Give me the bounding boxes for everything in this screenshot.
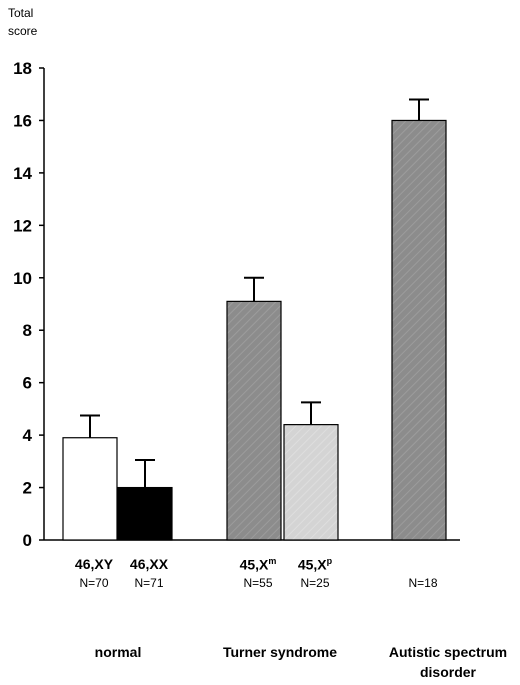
y-tick-label: 2 bbox=[23, 479, 32, 498]
sample-size-label: N=70 bbox=[79, 576, 109, 590]
sample-size-label: N=25 bbox=[300, 576, 330, 590]
category-label: 46,XX bbox=[130, 556, 168, 572]
bar bbox=[391, 119, 447, 541]
category-label-superscript: p bbox=[326, 556, 333, 566]
bar bbox=[117, 486, 173, 541]
category-label: 45,Xm bbox=[240, 556, 277, 573]
category-label-text: 46,XY bbox=[74, 556, 114, 572]
y-tick-label: 6 bbox=[23, 374, 32, 393]
y-tick-label: 12 bbox=[13, 216, 32, 235]
y-tick-label: 0 bbox=[23, 531, 32, 550]
y-tick-label: 16 bbox=[13, 111, 32, 130]
sample-size-label: N=55 bbox=[243, 576, 273, 590]
group-label: Turner syndrome bbox=[222, 644, 338, 660]
y-tick-label: 18 bbox=[13, 59, 32, 78]
category-label-text: 45,X bbox=[239, 556, 269, 573]
bar bbox=[62, 437, 118, 541]
y-axis-title-line-1: Total bbox=[8, 6, 34, 20]
y-axis-title-line-2: score bbox=[8, 24, 38, 38]
category-label: 45,Xp bbox=[298, 556, 332, 573]
y-tick-label: 4 bbox=[23, 426, 33, 445]
y-axis-title: Total score bbox=[8, 4, 37, 40]
group-label: normal bbox=[94, 644, 142, 660]
sample-size-label: N=18 bbox=[408, 576, 438, 590]
group-label: Autistic spectrum disorder bbox=[388, 644, 508, 680]
category-label-text: 45,X bbox=[297, 556, 327, 573]
bar bbox=[226, 300, 282, 541]
category-label: 46,XY bbox=[75, 556, 113, 572]
y-tick-label: 10 bbox=[13, 269, 32, 288]
y-tick-label: 8 bbox=[23, 321, 32, 340]
category-label-superscript: m bbox=[268, 556, 277, 566]
bar bbox=[283, 424, 339, 541]
y-tick-label: 14 bbox=[13, 164, 32, 183]
sample-size-label: N=71 bbox=[134, 576, 164, 590]
category-label-text: 46,XX bbox=[129, 556, 169, 572]
